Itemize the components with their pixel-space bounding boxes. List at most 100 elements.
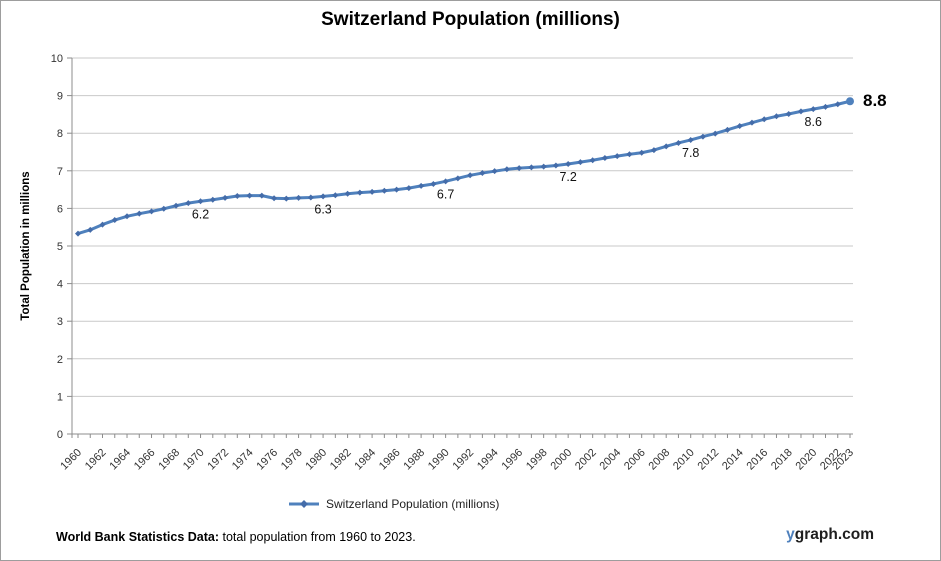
point-marker	[552, 162, 559, 169]
x-tick-label: 1960	[58, 447, 84, 473]
population-line-chart: 0 1 2 3 4 5 6 7 8 9 10 1960196219641966196819701972…	[51, 53, 887, 473]
source-note: World Bank Statistics Data: total popula…	[56, 530, 416, 544]
source-note-bold: World Bank Statistics Data:	[56, 530, 220, 544]
branding-rest: graph.com	[794, 526, 874, 543]
point-marker	[810, 106, 817, 113]
point-marker	[699, 133, 706, 140]
y-tick-label: 0	[57, 429, 63, 441]
point-marker	[467, 172, 474, 179]
y-tick-label: 10	[51, 53, 63, 65]
point-marker	[442, 178, 449, 185]
data-label: 6.7	[437, 187, 454, 201]
point-marker	[75, 230, 81, 237]
point-marker	[197, 198, 204, 205]
point-marker	[418, 182, 425, 189]
x-tick-label: 1984	[352, 447, 378, 473]
data-label: 7.2	[559, 170, 576, 184]
point-marker	[663, 143, 670, 150]
point-marker	[369, 188, 376, 195]
data-label: 6.2	[192, 207, 209, 221]
legend: Switzerland Population (millions)	[288, 496, 499, 512]
data-label: 8.8	[863, 91, 887, 110]
x-tick-label: 2018	[769, 447, 795, 473]
point-marker	[773, 113, 780, 120]
point-marker	[736, 123, 743, 130]
y-tick-label: 2	[57, 354, 63, 366]
y-tick-label: 8	[57, 128, 63, 140]
point-marker	[405, 185, 412, 192]
point-marker	[356, 189, 363, 196]
point-marker	[797, 108, 804, 115]
point-marker	[785, 111, 792, 118]
point-marker	[295, 194, 302, 201]
point-marker	[99, 221, 106, 228]
point-marker	[503, 166, 510, 173]
x-tick-label: 1988	[401, 447, 427, 473]
x-tick-label: 1968	[156, 447, 182, 473]
point-marker	[148, 208, 155, 215]
x-tick-label: 1990	[426, 447, 452, 473]
point-marker	[540, 163, 547, 170]
point-marker	[565, 161, 572, 168]
point-marker	[111, 217, 118, 224]
point-marker	[393, 186, 400, 193]
y-tick-label: 3	[57, 316, 63, 328]
x-tick-label: 2008	[647, 447, 673, 473]
point-marker	[283, 195, 290, 202]
point-marker	[430, 180, 437, 187]
y-tick-label: 1	[57, 391, 63, 403]
point-marker	[614, 153, 621, 160]
point-marker	[650, 147, 657, 154]
x-tick-label: 2004	[597, 447, 623, 473]
point-marker	[234, 192, 241, 199]
point-marker	[491, 168, 498, 175]
point-marker	[712, 130, 719, 137]
point-marker	[87, 226, 94, 233]
legend-label: Switzerland Population (millions)	[326, 497, 500, 511]
point-marker	[601, 155, 608, 162]
x-tick-label: 1982	[328, 447, 354, 473]
point-marker	[136, 210, 143, 217]
x-tick-label: 1964	[107, 447, 133, 473]
x-tick-label: 1992	[450, 447, 476, 473]
point-marker	[528, 164, 535, 171]
x-tick-label: 1970	[181, 447, 207, 473]
point-marker	[687, 136, 694, 143]
x-tick-label: 1978	[279, 447, 305, 473]
point-marker	[479, 170, 486, 177]
last-point-marker	[846, 97, 854, 106]
point-marker	[577, 159, 584, 166]
point-marker	[271, 195, 278, 202]
y-tick-label: 4	[57, 279, 63, 291]
point-marker	[185, 200, 192, 207]
x-tick-label: 1974	[230, 447, 256, 473]
point-marker	[589, 157, 596, 164]
point-marker	[222, 194, 229, 201]
point-marker	[638, 149, 645, 156]
population-line	[76, 99, 852, 236]
point-marker	[258, 192, 265, 199]
x-tick-label: 2000	[548, 447, 574, 473]
point-marker	[626, 151, 633, 158]
x-tick-label: 2020	[794, 447, 820, 473]
x-tick-label: 1996	[499, 447, 525, 473]
y-tick-label: 6	[57, 203, 63, 215]
branding-prefix: y	[786, 526, 795, 543]
data-label: 8.6	[805, 115, 822, 129]
point-marker	[246, 192, 253, 199]
x-tick-label: 2016	[745, 447, 771, 473]
branding-ygraph: ygraph.com	[786, 526, 874, 544]
point-marker	[307, 194, 314, 201]
point-marker	[209, 196, 216, 203]
point-marker	[344, 190, 351, 197]
point-marker	[124, 213, 131, 220]
point-marker	[454, 175, 461, 182]
point-marker	[516, 165, 523, 172]
point-marker	[160, 205, 167, 212]
x-tick-label: 2002	[573, 447, 599, 473]
data-label: 7.8	[682, 146, 699, 160]
point-marker	[675, 139, 682, 146]
point-marker	[320, 193, 327, 200]
x-tick-label: 1966	[132, 447, 158, 473]
x-tick-label: 2012	[696, 447, 722, 473]
